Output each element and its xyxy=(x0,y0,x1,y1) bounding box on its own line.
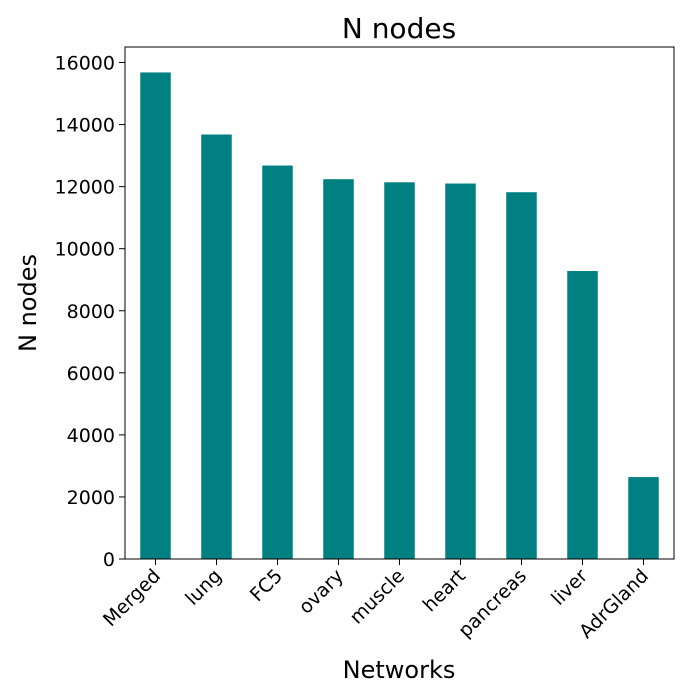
bar-adrgland xyxy=(628,477,659,559)
bar-merged xyxy=(140,72,171,559)
y-tick-label: 12000 xyxy=(55,177,115,199)
bar-liver xyxy=(567,271,598,559)
x-tick-label: Merged xyxy=(99,565,165,631)
x-tick-label: muscle xyxy=(345,565,409,629)
chart-title: N nodes xyxy=(342,12,456,45)
x-tick-label: FC5 xyxy=(246,565,287,606)
y-tick-label: 6000 xyxy=(67,363,115,385)
bar-lung xyxy=(201,134,232,560)
x-tick-label: heart xyxy=(419,565,470,616)
bar-fc5 xyxy=(262,165,293,559)
y-tick-label: 4000 xyxy=(67,425,115,447)
x-tick-label: lung xyxy=(181,565,226,610)
y-tick-label: 8000 xyxy=(67,301,115,323)
y-tick-label: 14000 xyxy=(55,115,115,137)
bar-muscle xyxy=(384,182,415,559)
x-axis-label: Networks xyxy=(343,656,456,684)
x-tick-label: ovary xyxy=(295,565,348,618)
y-tick-label: 16000 xyxy=(55,53,115,75)
x-tick-label: liver xyxy=(547,565,592,610)
y-tick-label: 2000 xyxy=(67,487,115,509)
bar-ovary xyxy=(323,179,354,559)
y-tick-label: 0 xyxy=(103,549,115,571)
bar-pancreas xyxy=(506,192,537,560)
y-axis-label: N nodes xyxy=(14,254,42,352)
bar-heart xyxy=(445,183,476,560)
plot-area: 0 2000 4000 6000 8000 10000 12000 14000 16000 Mer… xyxy=(55,46,675,643)
y-tick-label: 10000 xyxy=(55,239,115,261)
